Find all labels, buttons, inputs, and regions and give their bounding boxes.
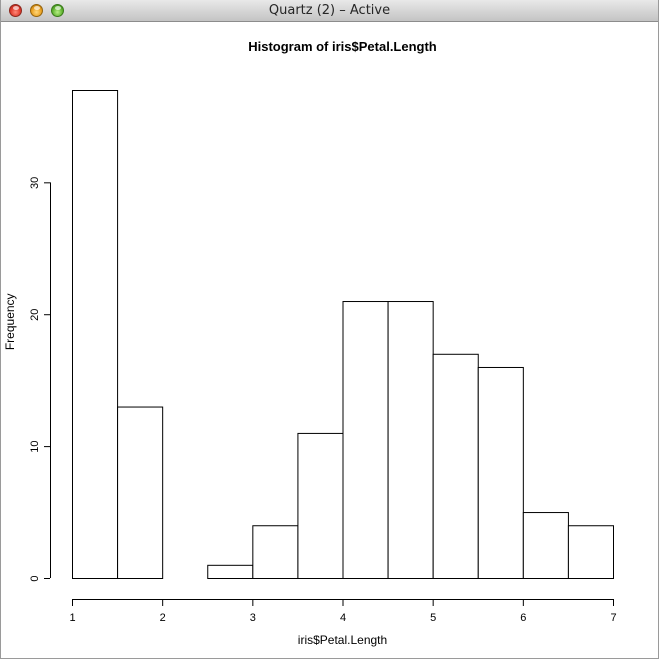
x-tick-label: 6 bbox=[520, 612, 526, 624]
y-axis: 0 10 20 30 bbox=[29, 177, 51, 582]
histogram-bar bbox=[252, 525, 299, 580]
histogram-bar bbox=[432, 353, 479, 579]
x-axis-label: iris$Petal.Length bbox=[298, 633, 387, 647]
chart-title: Histogram of iris$Petal.Length bbox=[248, 39, 437, 54]
y-tick-label: 10 bbox=[29, 440, 41, 452]
histogram-bar bbox=[297, 432, 344, 579]
minimize-button[interactable] bbox=[30, 4, 43, 17]
histogram-bar bbox=[567, 525, 615, 580]
y-tick-label: 20 bbox=[29, 309, 41, 321]
histogram-bar bbox=[342, 301, 389, 579]
histogram-bar bbox=[387, 301, 434, 579]
histogram-bar bbox=[72, 90, 119, 579]
histogram-bar bbox=[117, 406, 164, 579]
y-tick-label: 0 bbox=[29, 575, 41, 581]
x-tick-label: 4 bbox=[340, 612, 346, 624]
x-tick-label: 2 bbox=[160, 612, 166, 624]
close-button[interactable] bbox=[9, 4, 22, 17]
window-title: Quartz (2) – Active bbox=[268, 3, 391, 18]
histogram-bar bbox=[477, 366, 524, 579]
y-tick-label: 30 bbox=[29, 177, 41, 189]
histogram-bar bbox=[522, 512, 569, 579]
bars-group bbox=[72, 90, 615, 580]
x-tick-label: 1 bbox=[69, 612, 75, 624]
x-tick-label: 7 bbox=[610, 612, 616, 624]
histogram-plot: Histogram of iris$Petal.Length iris$Peta… bbox=[3, 39, 617, 647]
window-titlebar[interactable]: Quartz (2) – Active bbox=[1, 0, 658, 22]
x-tick-label: 5 bbox=[430, 612, 436, 624]
y-axis-label: Frequency bbox=[3, 293, 17, 350]
x-tick-label: 3 bbox=[250, 612, 256, 624]
histogram-bar bbox=[207, 564, 254, 579]
x-axis: 1 2 3 4 5 6 7 bbox=[69, 599, 617, 624]
zoom-button[interactable] bbox=[51, 4, 64, 17]
